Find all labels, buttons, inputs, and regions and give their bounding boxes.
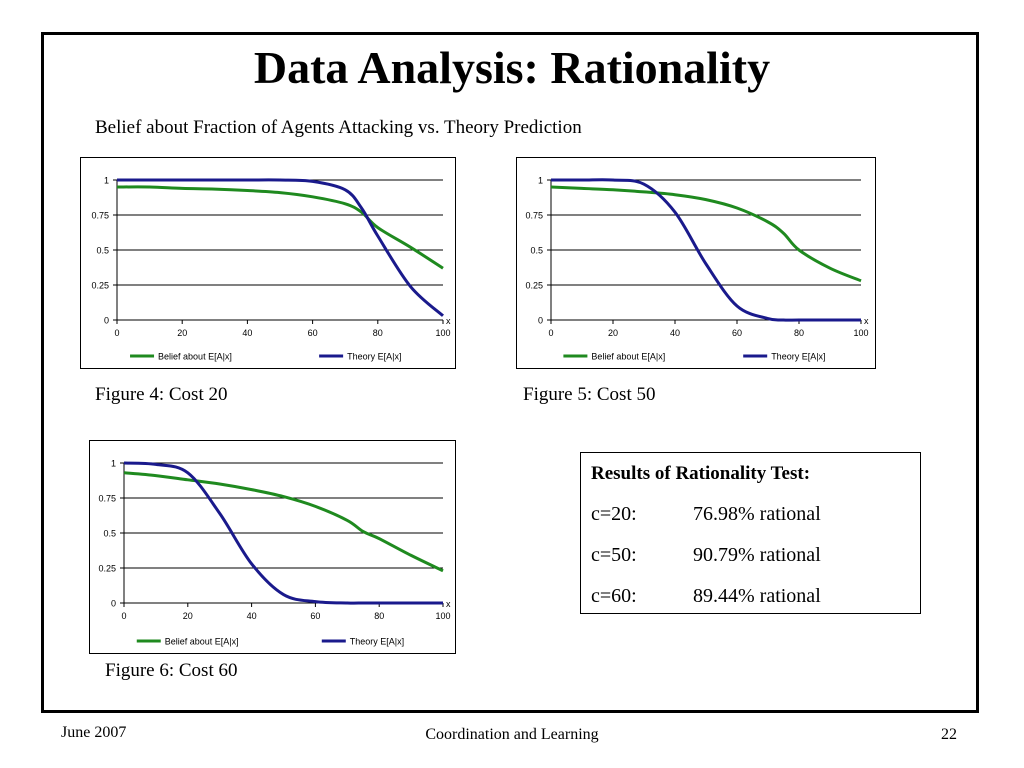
legend-label: Theory E[A|x] [771, 352, 825, 362]
results-cost: c=20: [591, 503, 637, 525]
x-tick-label: 80 [374, 611, 384, 621]
theory-series-line [550, 178, 861, 322]
slide-subtitle: Belief about Fraction of Agents Attackin… [95, 117, 582, 138]
legend-label: Belief about E[A|x] [591, 352, 665, 362]
x-tick-label: 60 [732, 328, 742, 338]
y-tick-label: 0.5 [96, 246, 109, 256]
footer-title: Coordination and Learning [425, 726, 599, 743]
legend-label: Theory E[A|x] [347, 352, 401, 362]
y-tick-label: 0.75 [525, 211, 543, 221]
results-box: Results of Rationality Test: c=20: 76.98%… [580, 452, 921, 614]
y-tick-label: 1 [111, 459, 116, 469]
theory-series-line [116, 178, 445, 317]
chart-svg: 0 0.25 0.5 0.75 1 0 20 40 60 80 100 x Belief about E… [525, 176, 869, 362]
x-tick-label: 40 [242, 328, 252, 338]
chart-svg: 0 0.25 0.5 0.75 1 0 20 40 60 80 100 x Belief about E… [91, 176, 451, 362]
legend-label: Belief about E[A|x] [158, 352, 232, 362]
chart-figure-6: 0 0.25 0.5 0.75 1 0 20 40 60 80 100 x Belief about E… [89, 440, 456, 654]
footer-page-number: 22 [941, 726, 957, 743]
x-tick-label: 0 [121, 611, 126, 621]
theory-series-line [123, 461, 443, 605]
results-cost: c=60: [591, 585, 637, 607]
results-value: 89.44% rational [693, 585, 821, 607]
x-tick-label: 20 [177, 328, 187, 338]
x-tick-label: 100 [435, 328, 450, 338]
y-tick-label: 0.25 [525, 281, 543, 291]
results-cost: c=50: [591, 544, 637, 566]
belief-series-line [123, 471, 444, 573]
x-axis-title: x [446, 599, 451, 609]
results-value: 76.98% rational [693, 503, 821, 525]
chart-figure-5: 0 0.25 0.5 0.75 1 0 20 40 60 80 100 x Belief about E… [516, 157, 876, 369]
x-axis-title: x [446, 316, 451, 326]
y-tick-label: 0 [111, 599, 116, 609]
x-tick-label: 100 [435, 611, 450, 621]
chart-figure-4: 0 0.25 0.5 0.75 1 0 20 40 60 80 100 x Belief about E… [80, 157, 456, 369]
x-tick-label: 100 [853, 328, 868, 338]
y-tick-label: 0.5 [103, 529, 116, 539]
y-tick-label: 0.75 [98, 494, 116, 504]
figure-4-caption: Figure 4: Cost 20 [95, 384, 228, 405]
x-tick-label: 60 [308, 328, 318, 338]
results-row: c=50: 90.79% rational [591, 544, 821, 567]
x-axis-title: x [864, 316, 869, 326]
chart-svg: 0 0.25 0.5 0.75 1 0 20 40 60 80 100 x Belief about E… [98, 459, 451, 647]
belief-series-line [550, 185, 862, 283]
y-tick-label: 0.5 [530, 246, 543, 256]
x-tick-label: 40 [247, 611, 257, 621]
y-tick-label: 0.25 [91, 281, 109, 291]
results-row: c=60: 89.44% rational [591, 585, 821, 608]
footer-date: June 2007 [61, 724, 127, 741]
y-tick-label: 1 [538, 176, 543, 186]
x-tick-label: 80 [794, 328, 804, 338]
legend-label: Belief about E[A|x] [165, 637, 239, 647]
x-tick-label: 40 [670, 328, 680, 338]
legend-label: Theory E[A|x] [350, 637, 404, 647]
x-tick-label: 0 [548, 328, 553, 338]
y-tick-label: 1 [104, 176, 109, 186]
figure-5-caption: Figure 5: Cost 50 [523, 384, 656, 405]
x-tick-label: 20 [183, 611, 193, 621]
figure-6-caption: Figure 6: Cost 60 [105, 660, 238, 681]
x-tick-label: 20 [608, 328, 618, 338]
results-value: 90.79% rational [693, 544, 821, 566]
slide-frame [41, 32, 979, 713]
x-tick-label: 80 [373, 328, 383, 338]
x-tick-label: 60 [310, 611, 320, 621]
y-tick-label: 0.75 [91, 211, 109, 221]
slide-title: Data Analysis: Rationality [253, 42, 771, 93]
belief-series-line [116, 185, 444, 270]
y-tick-label: 0 [538, 316, 543, 326]
results-title: Results of Rationality Test: [591, 463, 811, 484]
x-tick-label: 0 [114, 328, 119, 338]
y-tick-label: 0.25 [98, 564, 116, 574]
y-tick-label: 0 [104, 316, 109, 326]
results-row: c=20: 76.98% rational [591, 503, 821, 526]
